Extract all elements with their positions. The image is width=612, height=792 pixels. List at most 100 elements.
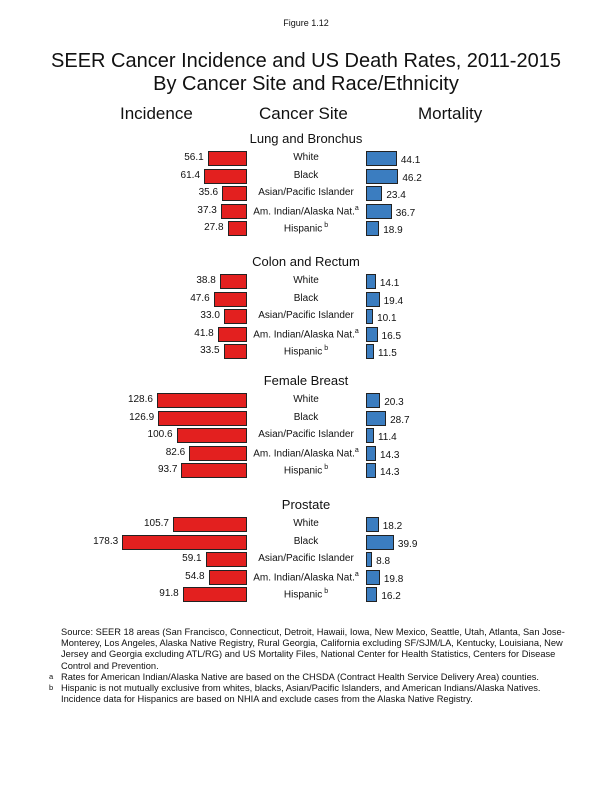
- incidence-value: 54.8: [185, 570, 205, 582]
- incidence-value: 47.6: [190, 292, 210, 304]
- mortality-bar: [366, 168, 399, 184]
- incidence-bar: [189, 445, 247, 461]
- footnote-extra: Incidence data for Hispanics are based o…: [61, 694, 473, 705]
- footnote-marker: a: [354, 327, 359, 335]
- incidence-value: 38.8: [196, 275, 216, 286]
- mortality-bar: [366, 428, 374, 444]
- mortality-value: 44.1: [400, 155, 421, 166]
- incidence-value: 35.6: [198, 187, 219, 199]
- mortality-bar: [366, 221, 380, 237]
- mortality-value: 19.4: [383, 295, 404, 307]
- incidence-bar: [222, 186, 247, 202]
- incidence-bar: [219, 274, 247, 289]
- site-title: Lung and Bronchus: [249, 131, 363, 146]
- incidence-bar: [173, 517, 247, 532]
- title-line: SEER Cancer Incidence and US Death Rates…: [51, 50, 561, 72]
- mortality-bar: [366, 445, 376, 461]
- footnote-b: b Hispanic is not mutually exclusive from…: [49, 683, 581, 694]
- race-label: Am. Indian/Alaska Nat.a: [253, 570, 359, 584]
- mortality-value: 23.4: [386, 190, 406, 202]
- incidence-bar: [223, 344, 247, 360]
- mortality-bar: [366, 186, 383, 202]
- incidence-bar: [156, 393, 247, 408]
- race-label: Black: [293, 169, 319, 181]
- race-label: Hispanic b: [283, 345, 329, 358]
- footnote-marker: b: [322, 222, 329, 230]
- footnote-marker: a: [354, 570, 359, 578]
- incidence-value: 91.8: [159, 588, 179, 600]
- footnote-marker: b: [322, 345, 329, 353]
- mortality-bar: [366, 569, 380, 585]
- race-label: Black: [293, 535, 319, 547]
- mortality-value: 14.3: [380, 449, 400, 461]
- race-label: White: [293, 518, 319, 529]
- chart-title: SEER Cancer Incidence and US Death Rates…: [0, 50, 612, 96]
- mortality-bar: [366, 517, 379, 532]
- mortality-value: 14.1: [379, 278, 400, 289]
- footnote-marker: b: [322, 588, 329, 596]
- mortality-value: 18.2: [382, 521, 403, 532]
- mortality-value: 18.9: [383, 225, 403, 237]
- incidence-value: 93.7: [157, 464, 178, 476]
- incidence-value: 56.1: [184, 152, 204, 163]
- mortality-value: 36.7: [395, 207, 416, 219]
- mortality-bar: [366, 344, 375, 360]
- site-title: Female Breast: [263, 373, 349, 388]
- race-label: White: [293, 394, 319, 405]
- incidence-bar: [217, 326, 247, 342]
- mortality-bar: [366, 410, 387, 426]
- incidence-value: 61.4: [180, 169, 201, 181]
- race-label: Asian/Pacific Islander: [258, 310, 354, 322]
- incidence-value: 41.8: [194, 327, 214, 339]
- mortality-value: 14.3: [380, 467, 400, 479]
- mortality-value: 16.5: [381, 330, 402, 342]
- mortality-bar: [366, 151, 397, 166]
- incidence-value: 128.6: [127, 394, 153, 405]
- incidence-value: 100.6: [147, 429, 173, 441]
- race-label: Asian/Pacific Islander: [258, 429, 354, 441]
- incidence-bar: [204, 168, 247, 184]
- mortality-value: 16.2: [381, 591, 401, 603]
- mortality-value: 11.5: [378, 348, 397, 360]
- incidence-value: 27.8: [204, 222, 224, 234]
- footnotes: Source: SEER 18 areas (San Francisco, Co…: [49, 627, 581, 705]
- footnote-a: a Rates for American Indian/Alaska Native…: [49, 672, 581, 683]
- mortality-bar: [366, 274, 376, 289]
- incidence-header: Incidence: [120, 104, 193, 123]
- race-label: Asian/Pacific Islander: [258, 187, 354, 199]
- mortality-bar: [366, 393, 381, 408]
- incidence-bar: [227, 221, 247, 237]
- mortality-value: 11.4: [377, 432, 397, 444]
- incidence-value: 105.7: [143, 518, 169, 529]
- race-label: Hispanic b: [283, 222, 329, 235]
- race-label: Black: [293, 411, 319, 423]
- mortality-bar: [366, 326, 378, 342]
- cancer-site-header: Cancer Site: [259, 104, 348, 123]
- race-label: Hispanic b: [283, 588, 329, 601]
- subtitle-line: By Cancer Site and Race/Ethnicity: [153, 73, 459, 95]
- race-label: Am. Indian/Alaska Nat.a: [253, 446, 359, 460]
- footnote-marker: a: [354, 204, 359, 212]
- race-label: White: [293, 152, 319, 163]
- race-label: Asian/Pacific Islander: [258, 553, 354, 565]
- race-label: Black: [293, 292, 319, 304]
- incidence-value: 178.3: [93, 535, 119, 547]
- incidence-bar: [205, 552, 247, 568]
- footnote-a-mark: a: [49, 671, 54, 681]
- footnote-marker: b: [322, 464, 329, 472]
- mortality-value: 10.1: [377, 313, 397, 325]
- incidence-value: 37.3: [197, 204, 217, 216]
- mortality-bar: [366, 534, 394, 550]
- incidence-value: 59.1: [182, 553, 202, 565]
- source-note: Source: SEER 18 areas (San Francisco, Co…: [61, 627, 565, 671]
- mortality-bar: [366, 587, 378, 603]
- incidence-value: 33.5: [200, 345, 220, 357]
- race-label: Am. Indian/Alaska Nat.a: [253, 204, 359, 218]
- mortality-value: 20.3: [384, 397, 404, 408]
- mortality-value: 19.8: [383, 573, 404, 585]
- incidence-bar: [176, 428, 247, 444]
- incidence-bar: [220, 203, 247, 219]
- mortality-value: 28.7: [390, 414, 410, 426]
- incidence-bar: [182, 587, 247, 603]
- incidence-value: 126.9: [129, 411, 155, 423]
